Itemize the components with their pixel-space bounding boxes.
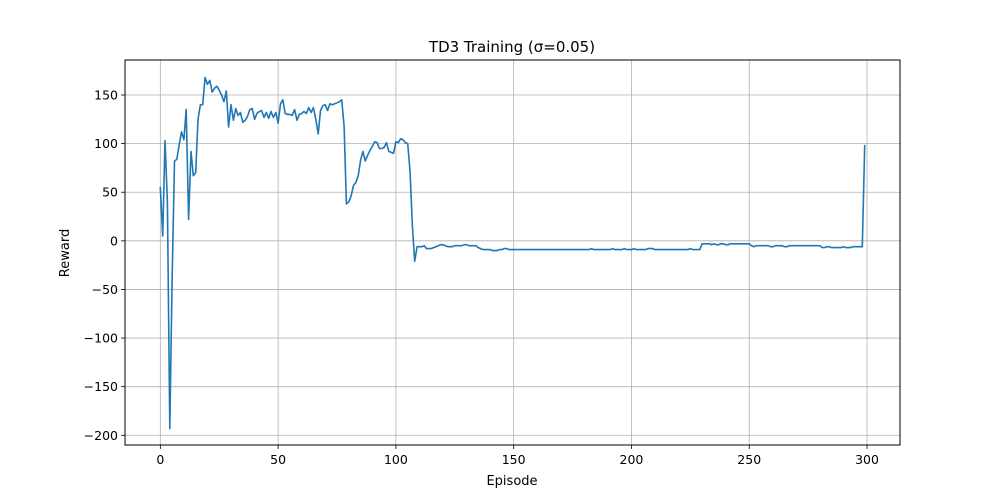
- x-tick-label: 300: [855, 452, 879, 467]
- series-layer: [159, 76, 866, 430]
- y-tick-label: 100: [94, 136, 118, 151]
- y-tick-label: 50: [102, 185, 118, 200]
- x-axis: 0 50 100 150 200 250 300: [156, 445, 879, 467]
- x-tick-label: 50: [270, 452, 286, 467]
- chart-title: TD3 Training (σ=0.05): [428, 38, 595, 56]
- y-tick-label: 0: [110, 233, 118, 248]
- y-tick-label: −100: [84, 331, 118, 346]
- y-axis-title: Reward: [58, 229, 73, 277]
- x-tick-label: 0: [156, 452, 164, 467]
- y-tick-label: 150: [94, 88, 118, 103]
- x-tick-label: 150: [502, 452, 526, 467]
- x-tick-label: 200: [620, 452, 644, 467]
- y-tick-label: −200: [84, 428, 118, 443]
- grid: [125, 60, 900, 445]
- x-tick-label: 100: [384, 452, 408, 467]
- reward-series-line: [159, 76, 866, 430]
- y-axis: 150 100 50 0 −50 −100 −150 −200: [84, 88, 125, 443]
- x-tick-label: 250: [737, 452, 761, 467]
- x-axis-title: Episode: [486, 474, 537, 489]
- plot-frame: [124, 59, 901, 446]
- y-tick-label: −150: [84, 379, 118, 394]
- y-tick-label: −50: [92, 282, 118, 297]
